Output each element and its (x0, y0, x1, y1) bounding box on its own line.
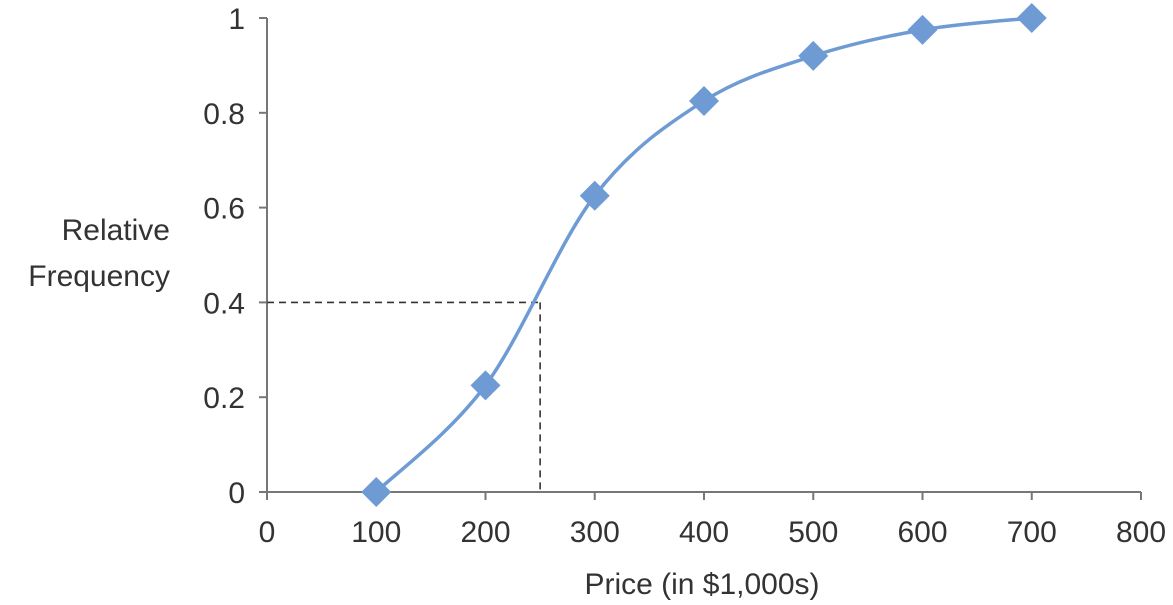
data-point-marker (689, 85, 719, 116)
y-axis-title: Relative Frequency (28, 214, 170, 293)
x-tick-label: 800 (1116, 516, 1166, 549)
x-tick-label: 200 (460, 516, 510, 549)
x-axis-title: Price (in $1,000s) (584, 568, 819, 601)
x-tick-label: 300 (570, 516, 620, 549)
y-tick-label: 0.2 (203, 382, 245, 415)
x-tick-label: 600 (897, 516, 947, 549)
reference-layer (267, 301, 541, 492)
y-tick-label: 1 (228, 3, 245, 36)
series-layer (361, 3, 1047, 507)
data-point-marker (1016, 3, 1047, 33)
y-tick-label: 0 (228, 477, 245, 510)
x-tick-label: 500 (788, 516, 838, 549)
data-point-marker (579, 180, 610, 211)
labels-layer: 0 100 200 300 400 500 600 700 800 0 0.2 0.4 0.6 0.8 1 P… (28, 3, 1166, 601)
y-axis-title-line: Relative (62, 214, 170, 247)
y-tick-label: 0.6 (203, 193, 245, 226)
x-tick-label: 700 (1007, 516, 1057, 549)
data-point-marker (907, 14, 938, 45)
data-point-marker (470, 370, 501, 401)
x-tick-label: 100 (351, 516, 401, 549)
y-tick-label: 0.4 (203, 287, 245, 320)
y-axis-title-line: Frequency (28, 260, 170, 293)
y-tick-label: 0.8 (203, 98, 245, 131)
data-point-marker (798, 40, 829, 71)
x-tick-label: 400 (679, 516, 729, 549)
data-point-marker (361, 477, 392, 507)
x-tick-label: 0 (259, 516, 276, 549)
axes-layer (259, 17, 1142, 500)
